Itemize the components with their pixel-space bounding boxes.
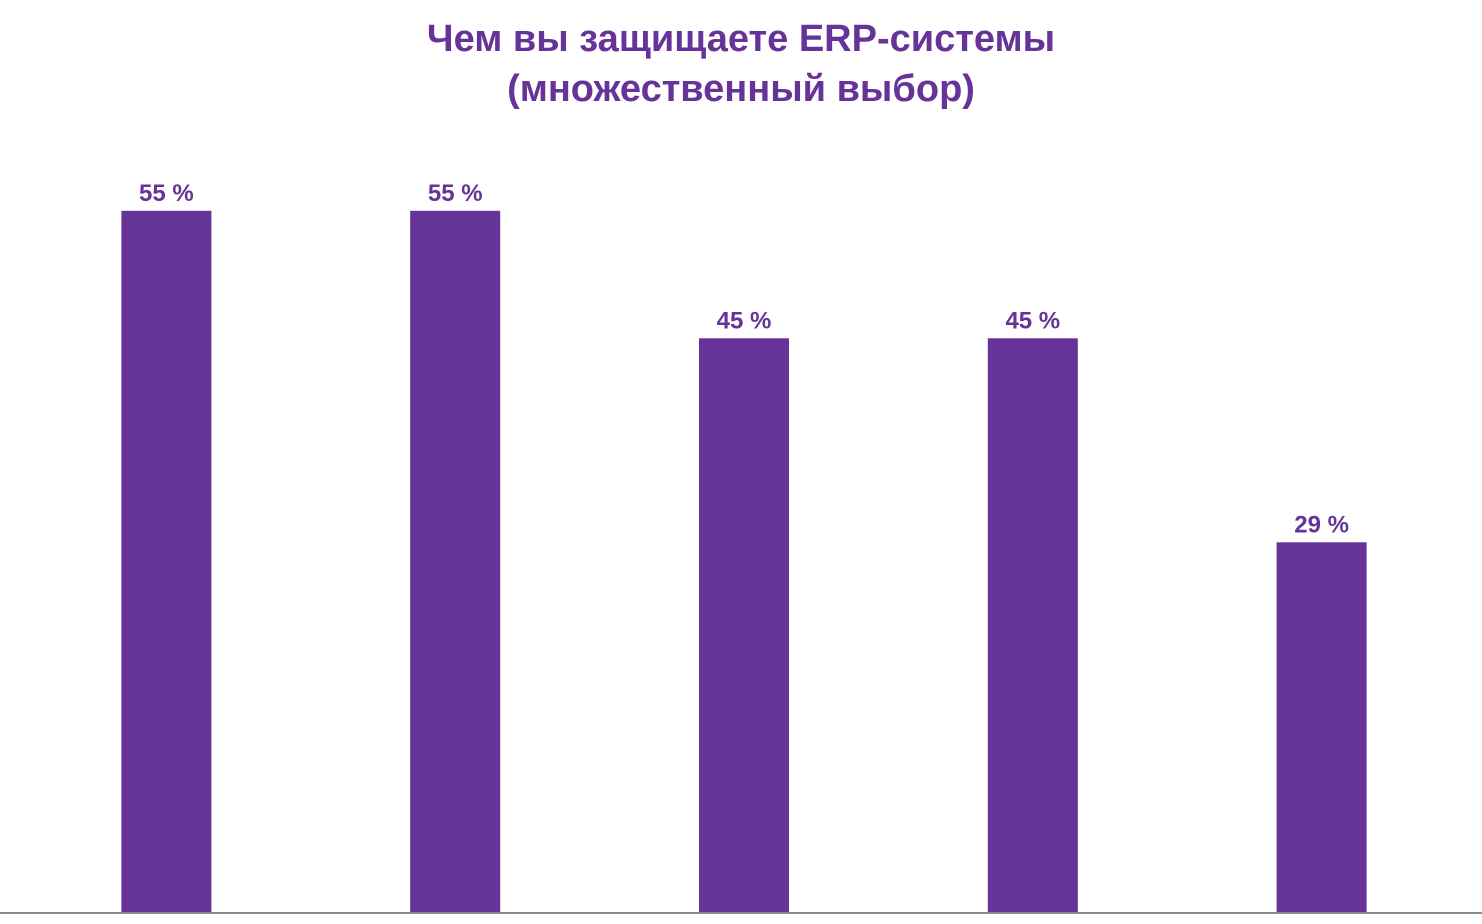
bar	[987, 338, 1078, 913]
bar-value-label: 45 %	[717, 307, 772, 334]
chart-title: Чем вы защищаете ERP-системы	[426, 18, 1056, 60]
bar	[699, 338, 789, 913]
bar-value-label: 55 %	[428, 180, 483, 207]
bar-value-label: 45 %	[1005, 307, 1060, 334]
bars-group	[121, 210, 1367, 913]
chart-subtitle: (множественный выбор)	[507, 68, 975, 110]
value-labels-group: 55 % 55 % 45 % 45 % 29 %	[139, 180, 1349, 538]
bar-value-label: 55 %	[139, 180, 194, 207]
bar-value-label: 29 %	[1294, 511, 1349, 538]
bar	[410, 210, 501, 913]
bar	[1276, 542, 1367, 913]
bar	[121, 210, 212, 913]
